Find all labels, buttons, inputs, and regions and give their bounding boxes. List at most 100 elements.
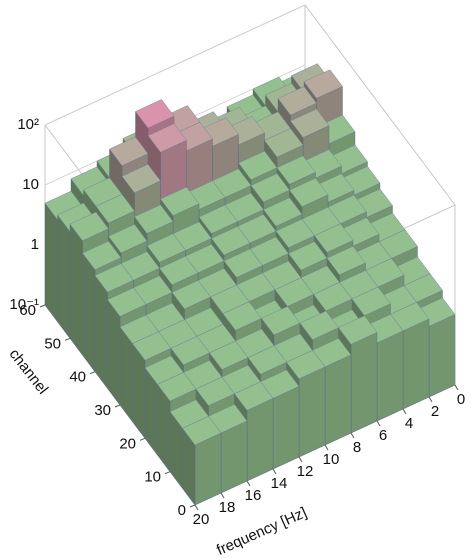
x-tick-label: 18 xyxy=(219,499,236,516)
bar-top xyxy=(109,136,149,166)
bar-top xyxy=(299,310,339,340)
bar-top xyxy=(135,99,175,129)
bar-top xyxy=(160,186,200,216)
x-tick-label: 2 xyxy=(431,403,439,420)
bar-side xyxy=(298,366,326,458)
y-tick xyxy=(89,371,96,375)
frame-line xyxy=(304,4,456,206)
bar-top xyxy=(289,177,329,208)
x-tick-label: 6 xyxy=(379,427,387,444)
y-tick xyxy=(64,337,71,341)
x-tick xyxy=(324,444,329,451)
bar-side xyxy=(82,252,96,373)
bar-side xyxy=(246,398,274,482)
bar-top xyxy=(234,381,274,411)
x-tick xyxy=(272,468,277,475)
z-tick-label: 1 xyxy=(31,236,39,253)
bar-top xyxy=(108,224,148,254)
y-tick-label: 50 xyxy=(44,335,61,352)
bar-top xyxy=(211,226,251,256)
bar-top xyxy=(171,280,211,310)
bar-top xyxy=(247,345,287,375)
bar-top xyxy=(288,241,328,271)
bar-top xyxy=(250,173,290,203)
bar-side xyxy=(107,299,121,406)
bar-top xyxy=(69,211,109,242)
bar-top xyxy=(286,350,326,380)
bar-side xyxy=(220,420,248,494)
bars xyxy=(44,63,456,506)
x-tick xyxy=(454,384,459,391)
x-tick xyxy=(220,492,225,499)
bar-side xyxy=(94,274,108,389)
bar-top xyxy=(222,301,262,331)
bar-top xyxy=(274,277,314,307)
x-tick-label: 8 xyxy=(353,439,361,456)
bar-top xyxy=(313,282,353,312)
bar-top xyxy=(223,248,263,278)
bar-side xyxy=(194,432,222,506)
bar-side xyxy=(376,330,404,422)
y-tick xyxy=(39,304,46,308)
x-tick-label: 12 xyxy=(297,463,314,480)
y-tick-label: 30 xyxy=(94,402,111,419)
y-tick xyxy=(189,504,196,508)
bar-top xyxy=(132,331,172,361)
x-tick xyxy=(402,408,407,415)
x-tick-label: 14 xyxy=(271,475,288,492)
x-tick-label: 16 xyxy=(245,487,262,504)
bar-top xyxy=(195,376,235,407)
y-tick-label: 60 xyxy=(19,302,36,319)
bar-top xyxy=(159,255,199,286)
bar-top xyxy=(107,287,147,317)
y-axis-label: channel xyxy=(6,346,52,398)
z-tick-label: 10⁻¹ xyxy=(9,296,39,313)
bar-top xyxy=(82,240,122,270)
x-tick-label: 10 xyxy=(323,451,340,468)
x-tick xyxy=(350,432,355,439)
bar-top xyxy=(147,123,187,153)
bar-top xyxy=(275,218,315,248)
bar xyxy=(182,416,222,506)
bar-top xyxy=(276,155,316,185)
bar-top xyxy=(157,372,197,402)
y-tick-label: 20 xyxy=(119,435,136,452)
bar-top xyxy=(261,306,301,336)
y-tick-label: 0 xyxy=(178,502,186,519)
x-tick xyxy=(246,480,251,487)
y-tick xyxy=(164,471,171,475)
bar-side xyxy=(428,314,456,398)
x-tick xyxy=(298,456,303,463)
bar-top xyxy=(134,204,174,234)
bar-top xyxy=(182,416,222,446)
bar-top xyxy=(338,315,378,345)
bar-top xyxy=(238,150,278,180)
bar-top xyxy=(290,108,330,138)
bar-top xyxy=(264,128,304,158)
bar-top xyxy=(277,86,317,116)
bar-side xyxy=(324,354,352,446)
bar-top xyxy=(95,194,135,224)
grid-line xyxy=(44,4,306,126)
x-tick-label: 4 xyxy=(405,415,413,432)
y-tick-label: 40 xyxy=(69,369,86,386)
bar-top xyxy=(121,164,161,194)
x-tick-label: 0 xyxy=(457,391,465,408)
y-tick xyxy=(139,437,146,441)
z-tick-label: 10² xyxy=(17,116,39,133)
y-tick-label: 10 xyxy=(144,469,161,486)
y-tick xyxy=(114,404,121,408)
bar-top xyxy=(351,286,391,316)
x-tick xyxy=(428,396,433,403)
bar-side xyxy=(402,318,430,410)
z-tick-label: 10 xyxy=(22,176,39,193)
bar-side xyxy=(44,202,58,323)
x-tick xyxy=(194,504,199,511)
bar-top xyxy=(263,197,303,227)
x-tick-label: 20 xyxy=(193,511,210,528)
bar-top xyxy=(314,223,354,253)
bar-top xyxy=(198,204,238,234)
bar-top xyxy=(94,263,134,293)
x-tick xyxy=(376,420,381,427)
